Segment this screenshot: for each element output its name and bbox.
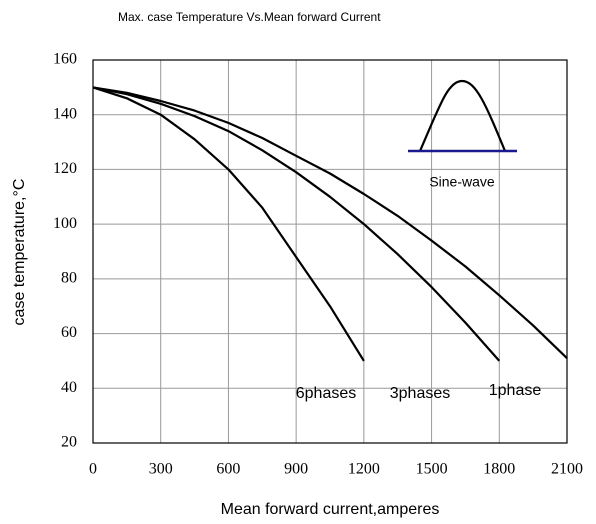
plot-frame (92, 59, 568, 444)
series-line (92, 86, 501, 362)
y-tick-label: 40 (61, 379, 77, 396)
series-label: 6phases (296, 385, 357, 402)
sine-wave-icon (418, 79, 507, 152)
y-tick-label: 80 (61, 270, 77, 287)
y-axis-label: case temperature,°C (11, 179, 28, 326)
x-tick-label: 900 (284, 461, 308, 478)
x-axis-label: Mean forward current,amperes (221, 501, 440, 518)
chart-title: Max. case Temperature Vs.Mean forward Cu… (118, 10, 381, 24)
y-tick-label: 120 (53, 160, 77, 177)
x-tick-label: 1500 (416, 461, 448, 478)
series-line (92, 86, 365, 362)
y-tick-label: 60 (61, 324, 77, 341)
x-tick-label: 1200 (348, 461, 380, 478)
x-tick-label: 300 (149, 461, 173, 478)
annotation: Sine-wave (429, 174, 495, 190)
y-tick-label: 100 (53, 215, 77, 232)
x-tick-label: 600 (216, 461, 240, 478)
series-label: 1phase (489, 382, 542, 399)
x-tick-label: 2100 (551, 461, 583, 478)
series-line (92, 86, 568, 359)
y-tick-label: 20 (61, 434, 77, 451)
x-tick-label: 0 (89, 461, 97, 478)
sine-wave-inset: Sine-wave (408, 79, 517, 190)
series-label: 3phases (390, 385, 451, 402)
y-tick-label: 160 (53, 51, 77, 68)
x-tick-label: 1800 (483, 461, 515, 478)
y-tick-label: 140 (53, 105, 77, 122)
